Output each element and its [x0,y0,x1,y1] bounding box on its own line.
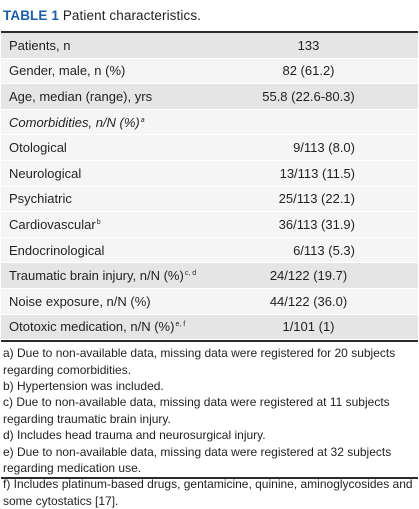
row-label: Gender, male, n (%) [1,58,225,85]
table-row: Neurological 13/113 (11.5) [1,160,418,187]
row-value: 6/113 (5.3) [225,237,418,264]
row-value: 13/113 (11.5) [225,160,418,187]
table-row: Ototoxic medication, n/N (%)e, f 1/101 (… [1,314,418,341]
table-title: TABLE 1 Patient characteristics. [1,0,418,33]
row-value: 133 [225,33,418,59]
footnote-ref: b [96,218,101,226]
footnote-ref: c, d [184,270,197,278]
table-row: Gender, male, n (%) 82 (61.2) [1,58,418,85]
table-row: Cardiovascularb 36/113 (31.9) [1,211,418,238]
table-row: Noise exposure, n/N (%) 44/122 (36.0) [1,288,418,315]
row-label: Ototoxic medication, n/N (%)e, f [1,314,225,341]
footnote: d) Includes head trauma and neurosurgica… [3,428,266,443]
table-row: Traumatic brain injury, n/N (%)c, d 24/1… [1,262,418,289]
row-label: Endocrinological [1,237,225,264]
row-value: 25/113 (22.1) [225,186,418,213]
row-label: Patients, n [1,33,225,59]
row-value: 82 (61.2) [225,58,418,85]
row-label: Neurological [1,160,225,187]
row-label: Traumatic brain injury, n/N (%)c, d [1,262,225,289]
row-label: Psychiatric [1,186,225,213]
footnote: e) Due to non-available data, missing da… [3,444,392,475]
table-row: Otological 9/113 (8.0) [1,134,418,161]
row-value: 9/113 (8.0) [225,134,418,161]
row-value: 44/122 (36.0) [225,288,418,315]
row-label-comorbidities: Comorbidities, n/N (%)a [1,109,225,136]
row-label: Age, median (range), yrs [1,83,225,110]
row-label: Cardiovascularb [1,211,225,238]
table-row: Psychiatric 25/113 (22.1) [1,186,418,213]
row-label: Otological [1,134,225,161]
row-value: 55.8 (22.6-80.3) [225,83,418,110]
table-row: Age, median (range), yrs 55.8 (22.6-80.3… [1,83,418,110]
footnote-ref: a [140,116,145,124]
row-value [225,109,418,136]
row-label: Noise exposure, n/N (%) [1,288,225,315]
footnote: b) Hypertension was included. [3,378,164,393]
footnote: a) Due to non-available data, missing da… [3,346,396,377]
table-footnotes: a) Due to non-available data, missing da… [1,340,418,509]
table-row: Patients, n 133 [1,33,418,59]
bottom-rule [1,477,418,479]
footnote: c) Due to non-available data, missing da… [3,395,390,426]
table-row: Endocrinological 6/113 (5.3) [1,237,418,264]
row-value: 36/113 (31.9) [225,211,418,238]
table-caption: Patient characteristics. [62,8,202,23]
footnote-ref: e, f [175,321,186,329]
table-row: Comorbidities, n/N (%)a [1,109,418,136]
patient-characteristics-table: Patients, n 133 Gender, male, n (%) 82 (… [1,33,418,341]
table-number: TABLE 1 [3,8,59,23]
row-value: 24/122 (19.7) [225,262,418,289]
footnote: f) Includes platinum-based drugs, gentam… [3,477,413,508]
row-value: 1/101 (1) [225,314,418,341]
